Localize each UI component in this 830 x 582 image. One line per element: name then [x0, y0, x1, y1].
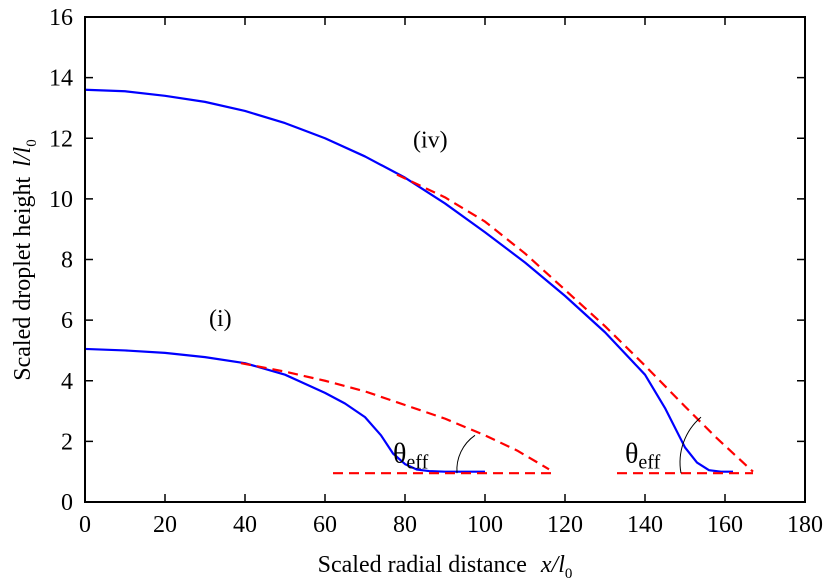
x-tick-label: 120 — [547, 512, 583, 538]
theta-symbol: θ — [393, 439, 406, 470]
y-tick-label: 4 — [61, 369, 73, 395]
theta-subscript: eff — [638, 452, 660, 474]
y-axis-label-var: l/l — [10, 146, 36, 166]
y-axis-label-sub: 0 — [24, 139, 40, 147]
plot-frame — [84, 16, 806, 503]
series-line-iv-fit — [396, 173, 754, 473]
angle-arc — [679, 416, 702, 474]
angle-arc — [456, 434, 476, 474]
x-tick-label: 100 — [467, 512, 503, 538]
x-tick-label: 60 — [313, 512, 337, 538]
series-line-iv — [84, 88, 733, 473]
x-axis-label-var: x/l — [540, 552, 565, 578]
curve-label: (iv) — [413, 127, 448, 153]
theta-eff-label: θeff — [625, 439, 661, 474]
series-line-i-fit — [240, 362, 550, 471]
x-axis-label-sub: 0 — [565, 566, 573, 582]
x-tick-label: 0 — [79, 512, 91, 538]
x-tick-label: 140 — [627, 512, 663, 538]
y-tick-label: 2 — [61, 429, 73, 455]
series-line-i — [84, 347, 485, 473]
y-tick-label: 10 — [49, 187, 73, 213]
y-axis-label-text: Scaled droplet height — [10, 176, 36, 380]
theta-symbol: θ — [625, 439, 638, 470]
x-tick-label: 80 — [393, 512, 417, 538]
y-tick-label: 6 — [61, 308, 73, 334]
theta-eff-label: θeff — [393, 439, 429, 474]
annotations-group: (i)(iv)θeff θeff — [209, 127, 702, 474]
x-tick-label: 160 — [707, 512, 743, 538]
ticks-group: 0 20 40 60 80 100 120 140 160 180 0 2 4 6 8 10 12 14 16 — [49, 5, 823, 538]
y-tick-label: 12 — [49, 126, 73, 152]
x-tick-label: 180 — [787, 512, 823, 538]
y-tick-label: 0 — [61, 490, 73, 516]
x-tick-label: 40 — [233, 512, 257, 538]
x-tick-label: 20 — [153, 512, 177, 538]
x-axis-label: Scaled radial distance x/l0 — [318, 552, 573, 582]
curve-label: (i) — [209, 306, 232, 332]
y-tick-label: 14 — [49, 66, 73, 92]
y-tick-label: 8 — [61, 248, 73, 274]
series-group — [84, 88, 754, 475]
x-axis-label-text: Scaled radial distance — [318, 552, 527, 578]
y-tick-label: 16 — [49, 5, 73, 31]
theta-subscript: eff — [406, 452, 428, 474]
y-axis-label: Scaled droplet height l/l0 — [10, 139, 40, 380]
